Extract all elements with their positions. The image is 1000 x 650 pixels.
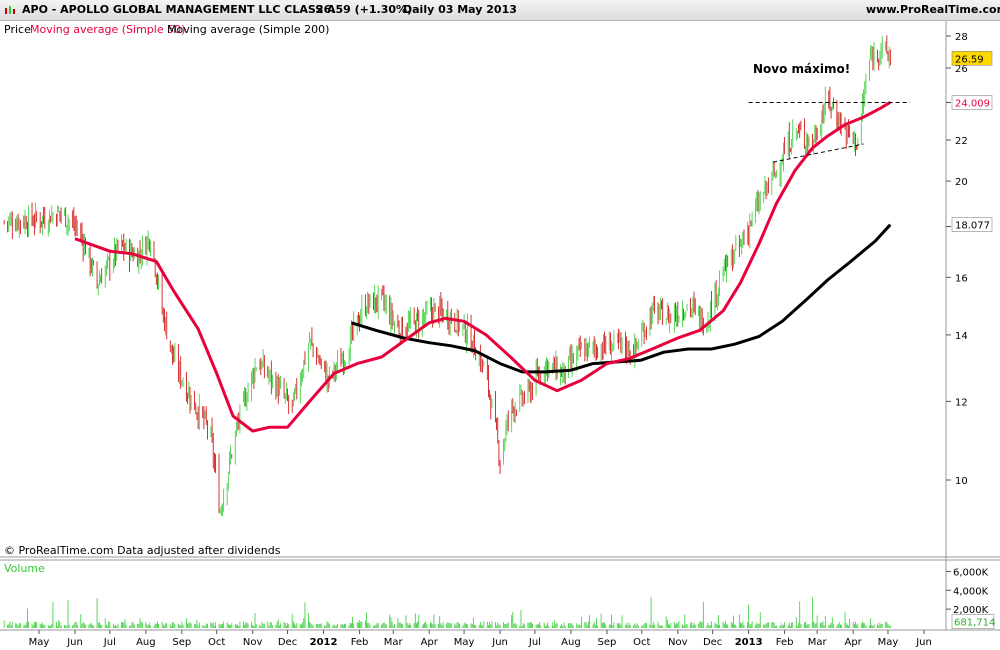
x-tick-label: Mar [384, 637, 404, 648]
chart-app-icon [5, 6, 15, 14]
x-tick-label: Jul [103, 637, 116, 648]
last-price-tag: 26.59 [955, 54, 984, 65]
volume-tick-label: 4,000K [953, 586, 989, 597]
site-label: www.ProRealTime.com [866, 3, 1000, 16]
y-tick-label: 12 [955, 397, 968, 408]
x-tick-label: Apr [421, 637, 439, 648]
last-price-tag-box [951, 50, 993, 66]
x-tick-label: 2012 [310, 637, 338, 648]
y-tick-label: 14 [955, 331, 968, 342]
ma200-value-tag-box [951, 217, 993, 232]
x-tick-label: Oct [633, 637, 650, 648]
x-tick-label: Dec [703, 637, 722, 648]
y-tick-label: 20 [955, 177, 968, 188]
legend-price: Price [4, 23, 31, 36]
x-tick-label: Jun [915, 637, 932, 648]
legend-ma50: Moving average (Simple 50) [30, 23, 185, 36]
time-axis: May Jun Jul Aug Sep Oct Nov Dec 2012 Feb Mar Apr May… [29, 630, 932, 648]
x-tick-label: Dec [278, 637, 297, 648]
y-tick-label: 10 [955, 476, 968, 487]
x-tick-label: May [454, 637, 475, 648]
ma50-value-tag-box [951, 95, 993, 110]
last-quote: 26.59 (+1.30%) [316, 3, 413, 16]
y-tick-label: 26 [955, 64, 968, 75]
x-tick-label: Jul [528, 637, 541, 648]
x-tick-label: Jun [491, 637, 508, 648]
x-tick-label: Sep [172, 637, 191, 648]
moving-averages [74, 101, 892, 433]
volume-tick-label: 2,000K [953, 605, 989, 616]
support-line [772, 143, 864, 163]
price-panel [0, 21, 946, 557]
annotation-new-high: Novo máximo! [753, 62, 850, 76]
ma50-line [74, 101, 892, 433]
ma200-value-tag: 18.077 [955, 221, 990, 232]
volume-panel: 6,000K 4,000K 2,000K 681,714 [3, 567, 995, 629]
last-volume-tag: 681,714 [954, 618, 995, 629]
y-tick-label: 16 [955, 273, 968, 284]
y-tick-label: 28 [955, 32, 968, 43]
x-tick-label: Aug [561, 637, 581, 648]
x-tick-label: Sep [598, 637, 617, 648]
instrument-title: APO - APOLLO GLOBAL MANAGEMENT LLC CLASS… [22, 3, 336, 16]
x-tick-label: May [29, 637, 50, 648]
x-tick-label: Feb [351, 637, 369, 648]
y-tick-label: 22 [955, 136, 968, 147]
price-series [3, 35, 891, 517]
window-title-bar: APO - APOLLO GLOBAL MANAGEMENT LLC CLASS… [0, 0, 1000, 21]
credit-text: © ProRealTime.com Data adjusted after di… [4, 544, 281, 557]
ma50-value-tag: 24.009 [955, 98, 990, 109]
x-tick-label: Jun [66, 637, 83, 648]
x-tick-label: Nov [243, 637, 263, 648]
x-tick-label: Oct [208, 637, 225, 648]
ma200-line [350, 223, 892, 374]
last-volume-box [951, 614, 995, 629]
legend-ma200: Moving average (Simple 200) [167, 23, 329, 36]
x-tick-label: 2013 [735, 637, 763, 648]
volume-tick-label: 6,000K [953, 567, 989, 578]
x-tick-label: May [878, 637, 899, 648]
period-label: Daily 03 May 2013 [403, 3, 517, 16]
trend-lines [748, 101, 911, 163]
x-tick-label: Nov [668, 637, 688, 648]
volume-label: Volume [4, 562, 45, 575]
x-tick-label: Aug [136, 637, 156, 648]
x-tick-label: Mar [808, 637, 828, 648]
x-tick-label: Apr [844, 637, 862, 648]
x-tick-label: Feb [776, 637, 794, 648]
